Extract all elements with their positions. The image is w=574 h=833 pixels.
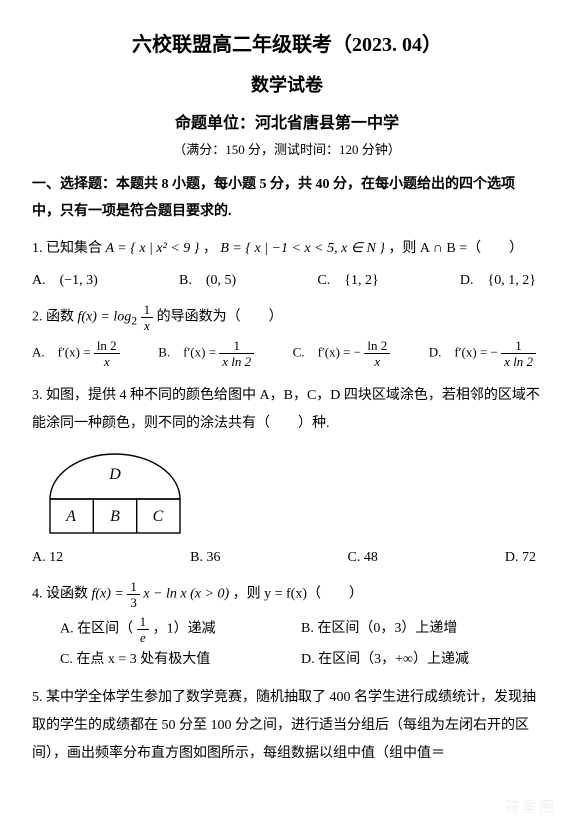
q3-opt-c: C. 48 <box>348 550 378 566</box>
q3-opt-d: D. 72 <box>505 550 536 566</box>
q2-d-den: x ln 2 <box>501 354 536 368</box>
q4: 4. 设函数 f(x) = 1 3 x − ln x (x > 0) ，则 y … <box>32 580 542 609</box>
q2-d-pre: D. f′(x) = − <box>429 345 498 360</box>
q4-opt-b: B. 在区间（0，3）上递增 <box>301 615 542 644</box>
q4-mid: x − ln x (x > 0) <box>143 587 229 602</box>
q2-opt-b: B. f′(x) = 1 x ln 2 <box>158 339 254 368</box>
q1-setB: B = { x | −1 < x < 5, x ∈ N } <box>220 241 385 256</box>
q2-options: A. f′(x) = ln 2 x B. f′(x) = 1 x ln 2 C.… <box>32 339 542 368</box>
q4-a-frac: 1 e <box>137 615 150 644</box>
q2-a-frac: ln 2 x <box>94 339 120 368</box>
q2-b-num: 1 <box>219 339 254 354</box>
q4-pre: 4. 设函数 <box>32 587 92 602</box>
q3-opt-a: A. 12 <box>32 550 63 566</box>
q2: 2. 函数 f(x) = log2 1 x 的导函数为（ ） <box>32 303 542 333</box>
title-main: 六校联盟高二年级联考（2023. 04） <box>32 28 542 57</box>
q4-opt-a: A. 在区间（ 1 e ，1）递减 <box>32 615 301 644</box>
q1-opt-c: C. {1, 2} <box>317 269 378 289</box>
q2-post: 的导函数为（ ） <box>157 310 283 325</box>
q1-pre: 1. 已知集合 <box>32 241 106 256</box>
q4-a-pre: A. 在区间（ <box>60 622 133 637</box>
school-line: 命题单位：河北省唐县第一中学 <box>32 109 542 133</box>
q5-stem: 5. 某中学全体学生参加了数学竞赛，随机抽取了 400 名学生进行成绩统计，发现… <box>32 684 542 768</box>
q2-c-frac: ln 2 x <box>364 339 390 368</box>
q2-func-lhs: f(x) = log <box>78 310 132 325</box>
q2-frac-num: 1 <box>141 303 154 318</box>
q1-post: ，则 A ∩ B =（ ） <box>388 241 523 256</box>
subject-title: 数学试卷 <box>32 71 542 97</box>
q2-sub: 2 <box>131 315 137 328</box>
q2-b-frac: 1 x ln 2 <box>219 339 254 368</box>
q3-opt-b: B. 36 <box>190 550 220 566</box>
q3-diagram: D A B C <box>40 444 542 544</box>
q4-opt-c: C. 在点 x = 3 处有极大值 <box>32 646 301 674</box>
q1-opt-a: A. (−1, 3) <box>32 269 98 289</box>
q2-a-pre: A. f′(x) = <box>32 345 94 360</box>
q3-label-b: B <box>110 508 120 525</box>
q4-lhs: f(x) = <box>92 587 128 602</box>
section-1-heading: 一、选择题：本题共 8 小题，每小题 5 分，共 40 分，在每小题给出的四个选… <box>32 172 542 225</box>
q3-label-a: A <box>65 508 76 525</box>
q4-opt-d: D. 在区间（3，+∞）上递减 <box>301 646 542 674</box>
q2-opt-a: A. f′(x) = ln 2 x <box>32 339 120 368</box>
q4-post: ，则 y = f(x)（ ） <box>233 587 363 602</box>
q3-label-d: D <box>108 466 121 483</box>
meta-line: （满分：150 分，测试时间：120 分钟） <box>32 139 542 158</box>
q3-options: A. 12 B. 36 C. 48 D. 72 <box>32 550 542 566</box>
q2-c-den: x <box>364 354 390 368</box>
q4-frac-num: 1 <box>127 580 140 595</box>
q4-frac-den: 3 <box>127 595 140 609</box>
q3-svg: D A B C <box>40 444 190 539</box>
q2-opt-c: C. f′(x) = − ln 2 x <box>293 339 391 368</box>
q4-a-post: ，1）递减 <box>153 622 216 637</box>
watermark: 答案圈 <box>505 796 556 817</box>
q1-mid: ， <box>203 241 217 256</box>
q1-opt-d: D. {0, 1, 2} <box>460 269 536 289</box>
q2-b-den: x ln 2 <box>219 354 254 368</box>
q2-frac: 1 x <box>141 303 154 332</box>
q3-label-c: C <box>153 508 164 525</box>
q3-stem: 3. 如图，提供 4 种不同的颜色给图中 A，B，C，D 四块区域涂色，若相邻的… <box>32 382 542 438</box>
q2-c-num: ln 2 <box>364 339 390 354</box>
q2-opt-d: D. f′(x) = − 1 x ln 2 <box>429 339 536 368</box>
exam-page: 六校联盟高二年级联考（2023. 04） 数学试卷 命题单位：河北省唐县第一中学… <box>0 0 574 833</box>
q1-opt-b: B. (0, 5) <box>179 269 236 289</box>
q2-a-den: x <box>94 354 120 368</box>
q2-d-frac: 1 x ln 2 <box>501 339 536 368</box>
q1-options: A. (−1, 3) B. (0, 5) C. {1, 2} D. {0, 1,… <box>32 269 542 289</box>
q1-setA: A = { x | x² < 9 } <box>106 241 200 256</box>
q2-c-pre: C. f′(x) = − <box>293 345 361 360</box>
q4-frac: 1 3 <box>127 580 140 609</box>
q4-row1: A. 在区间（ 1 e ，1）递减 B. 在区间（0，3）上递增 <box>32 615 542 644</box>
q2-a-num: ln 2 <box>94 339 120 354</box>
q2-pre: 2. 函数 <box>32 310 78 325</box>
q2-d-num: 1 <box>501 339 536 354</box>
q2-b-pre: B. f′(x) = <box>158 345 219 360</box>
q4-row2: C. 在点 x = 3 处有极大值 D. 在区间（3，+∞）上递减 <box>32 646 542 674</box>
q4-a-den: e <box>137 630 150 644</box>
q2-frac-den: x <box>141 318 154 332</box>
q4-a-num: 1 <box>137 615 150 630</box>
q1: 1. 已知集合 A = { x | x² < 9 } ， B = { x | −… <box>32 235 542 263</box>
